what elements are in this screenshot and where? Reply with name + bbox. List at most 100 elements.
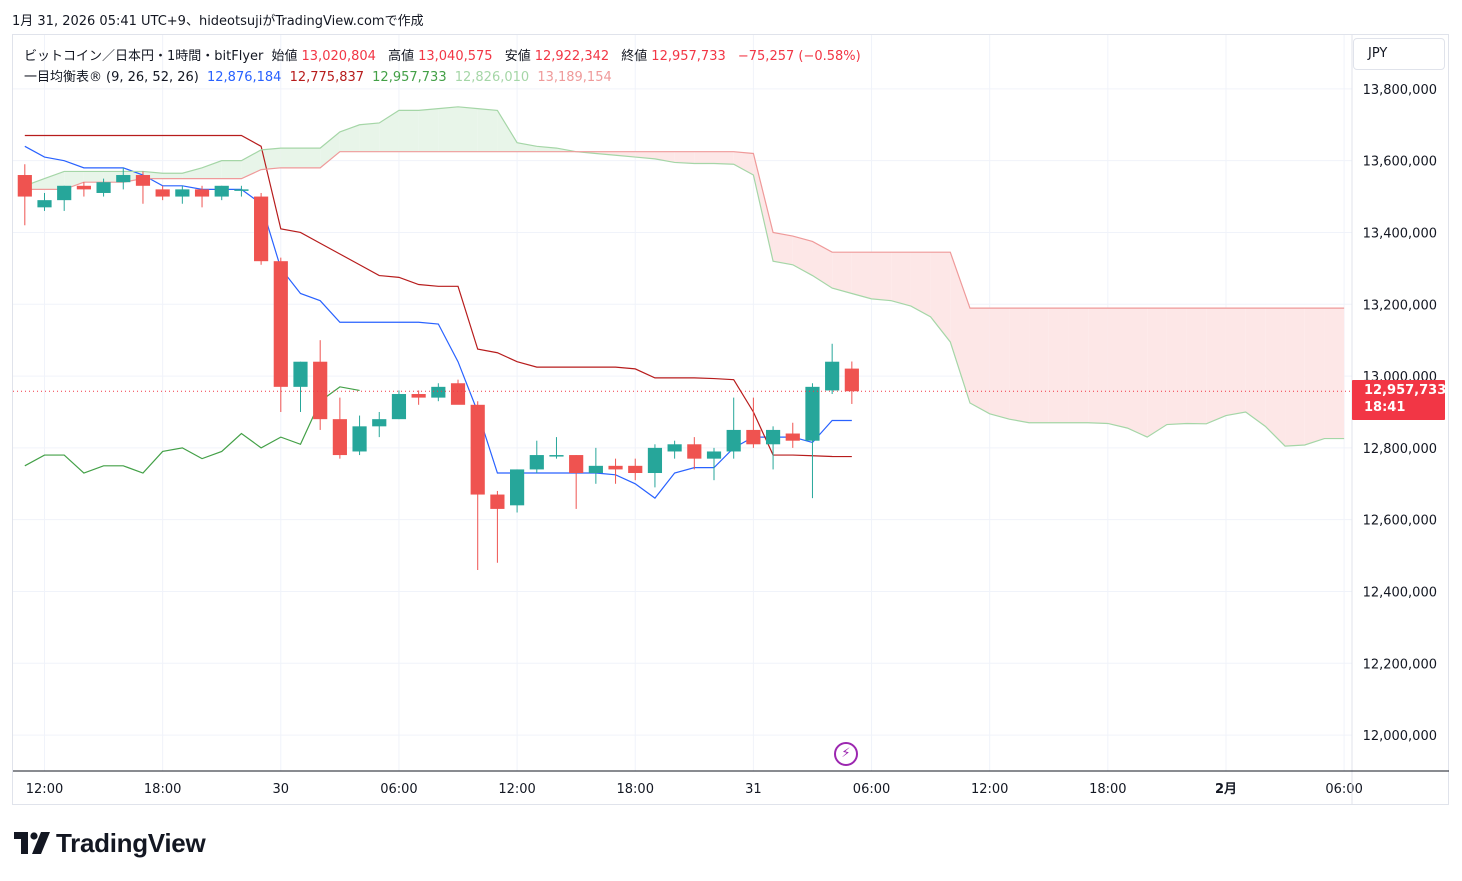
ohlc-high: 高値 13,040,575: [388, 49, 493, 64]
candle-body: [490, 494, 505, 509]
cloud-segment: [733, 151, 754, 176]
candle-body: [549, 455, 564, 457]
candle-body: [569, 455, 584, 474]
cloud-segment: [1225, 308, 1246, 416]
kijun-line: [24, 134, 852, 458]
tradingview-logo: TradingView: [14, 827, 206, 858]
x-tick-label: 18:00: [144, 782, 181, 797]
ichimoku-legend[interactable]: 一目均衡表® (9, 26, 52, 26) 12,876,184 12,775,…: [24, 66, 616, 85]
cloud-segment: [280, 148, 301, 168]
chikou-value: 12,957,733: [372, 70, 447, 85]
y-tick-label: 13,400,000: [1363, 226, 1437, 241]
candle-body: [194, 189, 210, 197]
cloud-segment: [44, 171, 65, 190]
cloud-segment: [83, 171, 104, 183]
candle-body: [470, 404, 485, 495]
ohlc-close: 終値 12,957,733: [621, 49, 726, 64]
candle-body: [785, 433, 800, 441]
x-tick-label: 06:00: [853, 782, 890, 797]
cloud-segment: [517, 142, 537, 152]
symbol-legend[interactable]: ビットコイン／日本円・1時間・bitFlyer 始値 13,020,804 高値 1…: [24, 45, 865, 64]
cloud-segment: [1166, 308, 1187, 425]
cloud-segment: [930, 252, 951, 342]
cloud-segment: [1029, 308, 1049, 423]
chart-frame: [12, 34, 1449, 805]
x-tick-label: 18:00: [1089, 782, 1126, 797]
axes: 12,000,000 12,200,000 12,400,000 12,600,000…: [13, 35, 1449, 805]
x-tick-label: 12:00: [26, 782, 63, 797]
cloud-segment: [969, 308, 990, 414]
cloud-segment: [950, 252, 970, 403]
candle-body: [96, 182, 111, 193]
ichimoku-cloud: [24, 106, 1345, 447]
cloud-segment: [477, 108, 498, 152]
bar-countdown: 18:41: [1364, 400, 1406, 415]
cloud-segment: [300, 148, 321, 168]
candle-body: [135, 175, 151, 186]
cloud-segment: [1107, 308, 1128, 429]
y-tick-label: 12,600,000: [1363, 514, 1437, 529]
cloud-segment: [497, 110, 518, 152]
candle-body: [293, 361, 308, 387]
cloud-segment: [1186, 308, 1207, 424]
candle-body: [214, 185, 229, 197]
cloud-segment: [64, 171, 84, 190]
candle-body: [667, 444, 682, 452]
candle-body: [746, 429, 761, 445]
y-tick-label: 12,400,000: [1363, 585, 1437, 600]
candle-body: [234, 189, 249, 191]
cloud-segment: [339, 124, 360, 152]
senkou_a-line: [24, 106, 1345, 447]
lightning-icon[interactable]: ⚡: [834, 742, 858, 766]
y-tick-label: 13,200,000: [1363, 298, 1437, 313]
last-price-label: 12,957,733 18:41: [1352, 380, 1447, 420]
cloud-segment: [1206, 308, 1226, 424]
cloud-segment: [832, 252, 852, 294]
cloud-segment: [1265, 308, 1286, 447]
x-tick-label: 06:00: [1325, 782, 1362, 797]
ohlc-low: 安値 12,922,342: [504, 49, 610, 64]
candle-body: [726, 429, 741, 452]
candle-body: [510, 469, 525, 506]
symbol-title[interactable]: ビットコイン／日本円・1時間・bitFlyer: [24, 49, 264, 64]
x-tick-label: 18:00: [617, 782, 654, 797]
ohlc-open: 始値 13,020,804: [271, 49, 376, 64]
candle-body: [116, 175, 131, 183]
cloud-segment: [458, 106, 478, 152]
cloud-segment: [753, 153, 774, 262]
cloud-segment: [674, 151, 695, 164]
cloud-segment: [792, 236, 813, 276]
candle-body: [391, 394, 407, 420]
y-tick-label: 13,600,000: [1363, 155, 1437, 170]
cloud-segment: [871, 252, 892, 301]
cloud-segment: [261, 148, 281, 170]
ichimoku-title[interactable]: 一目均衡表®: [24, 70, 103, 85]
candle-body: [17, 175, 32, 197]
candle-body: [647, 447, 663, 474]
candle-body: [273, 261, 288, 387]
last-price-value: 12,957,733: [1364, 383, 1447, 398]
ichimoku-params: (9, 26, 52, 26): [106, 70, 199, 85]
candle-body: [628, 465, 643, 474]
brand-name: TradingView: [56, 827, 206, 858]
candle-body: [608, 465, 623, 470]
cloud-segment: [1009, 308, 1030, 423]
candle-body: [529, 455, 544, 470]
currency-button[interactable]: JPY: [1353, 38, 1445, 70]
cloud-segment: [891, 252, 911, 307]
candle-body: [372, 419, 387, 427]
cloud-segment: [1324, 308, 1345, 439]
cloud-segment: [418, 108, 439, 152]
kijun-value: 12,775,837: [289, 70, 365, 85]
candle-body: [76, 185, 91, 190]
cloud-segment: [202, 160, 222, 179]
cloud-segment: [438, 106, 459, 152]
y-tick-label: 12,000,000: [1363, 729, 1437, 744]
y-tick-label: 12,200,000: [1363, 657, 1437, 672]
candles: [17, 164, 859, 570]
cloud-segment: [773, 232, 793, 265]
candle-body: [57, 185, 72, 201]
price-change: −75,257 (−0.58%): [737, 49, 861, 64]
cloud-segment: [359, 122, 380, 152]
